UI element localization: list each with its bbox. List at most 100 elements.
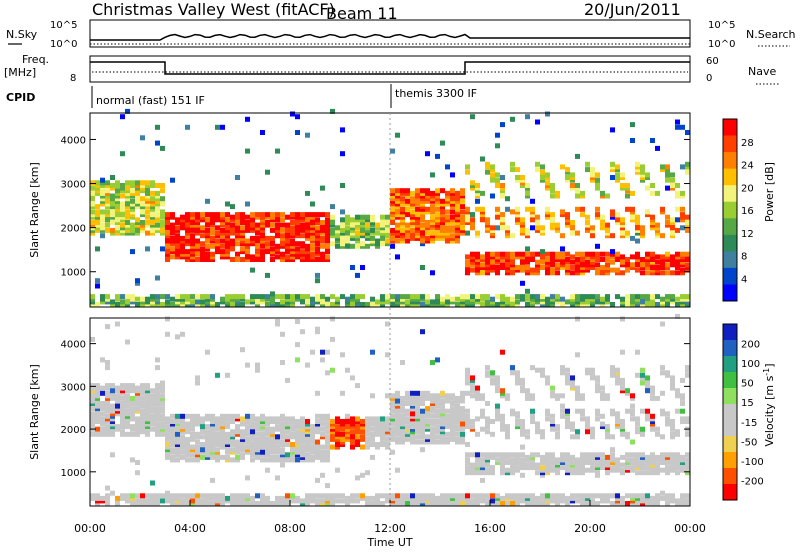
data-cell [130, 214, 135, 220]
data-cell [370, 495, 375, 501]
data-cell [120, 429, 125, 435]
data-cell [390, 419, 395, 424]
data-cell [515, 424, 520, 430]
data-cell [600, 302, 605, 307]
data-cell [275, 222, 280, 228]
data-cell [235, 501, 240, 506]
data-cell [140, 188, 145, 194]
data-cell [530, 393, 535, 399]
data-cell [400, 416, 405, 422]
data-cell [590, 262, 595, 268]
data-cell [150, 296, 155, 302]
data-cell [295, 251, 300, 257]
data-cell [360, 214, 365, 220]
data-cell [565, 372, 570, 378]
data-cell [320, 238, 325, 244]
data-cell [590, 426, 595, 432]
data-cell [290, 251, 295, 257]
data-cell [555, 265, 560, 270]
data-cell [435, 426, 440, 432]
data-cell [305, 190, 310, 196]
data-cell [475, 265, 480, 270]
data-cell [415, 212, 420, 218]
data-cell [660, 262, 665, 268]
data-cell [470, 419, 475, 424]
data-cell [415, 206, 420, 212]
data-cell [480, 457, 485, 463]
data-cell [125, 198, 130, 204]
data-cell [275, 302, 280, 307]
data-cell [175, 294, 180, 300]
data-cell [670, 262, 675, 268]
data-cell [425, 196, 430, 202]
data-cell [625, 467, 630, 473]
data-cell [670, 460, 675, 465]
data-cell [645, 460, 650, 465]
data-cell [430, 225, 435, 231]
data-cell [420, 198, 425, 204]
data-cell [175, 299, 180, 305]
data-cell [475, 416, 480, 422]
data-cell [595, 383, 600, 389]
data-cell [140, 201, 145, 207]
data-cell [280, 416, 285, 422]
data-cell [190, 416, 195, 422]
data-cell [335, 436, 340, 442]
xtick-label: 12:00 [374, 522, 406, 535]
data-cell [195, 217, 200, 223]
data-cell [540, 259, 545, 265]
data-cell [445, 238, 450, 244]
data-cell [235, 227, 240, 233]
data-cell [420, 209, 425, 215]
data-cell [95, 302, 100, 307]
data-cell [195, 257, 200, 262]
data-cell [405, 501, 410, 506]
data-cell [675, 302, 680, 307]
data-cell [470, 465, 475, 471]
data-cell [465, 294, 470, 300]
data-cell [640, 501, 645, 506]
data-cell [520, 296, 525, 302]
data-cell [350, 227, 355, 233]
data-cell [230, 413, 235, 419]
data-cell [450, 495, 455, 501]
data-cell [315, 413, 320, 419]
data-cell [95, 214, 100, 220]
data-cell [395, 302, 400, 307]
data-cell [645, 380, 650, 386]
data-cell [590, 265, 595, 270]
data-cell [450, 436, 455, 442]
data-cell [140, 222, 145, 228]
data-cell [475, 190, 480, 196]
data-cell [100, 419, 105, 424]
data-cell [375, 238, 380, 244]
data-cell [670, 177, 675, 183]
data-cell [155, 198, 160, 204]
data-cell [525, 462, 530, 468]
data-cell [590, 498, 595, 504]
data-cell [585, 370, 590, 376]
data-cell [555, 254, 560, 260]
data-cell [90, 424, 95, 430]
data-cell [530, 495, 535, 501]
data-cell [235, 212, 240, 218]
data-cell [595, 465, 600, 471]
data-cell [320, 501, 325, 506]
data-cell [410, 411, 415, 417]
data-cell [655, 145, 660, 151]
data-cell [235, 424, 240, 430]
data-cell [90, 220, 95, 225]
data-cell [115, 206, 120, 212]
data-cell [250, 421, 255, 427]
data-cell [465, 212, 470, 218]
data-cell [115, 220, 120, 225]
data-cell [330, 204, 335, 210]
data-cell [460, 501, 465, 506]
data-cell [510, 262, 515, 268]
data-cell [680, 465, 685, 471]
data-cell [495, 388, 500, 394]
data-cell [670, 380, 675, 386]
data-cell [260, 457, 265, 463]
data-cell [455, 424, 460, 430]
data-cell [440, 419, 445, 424]
